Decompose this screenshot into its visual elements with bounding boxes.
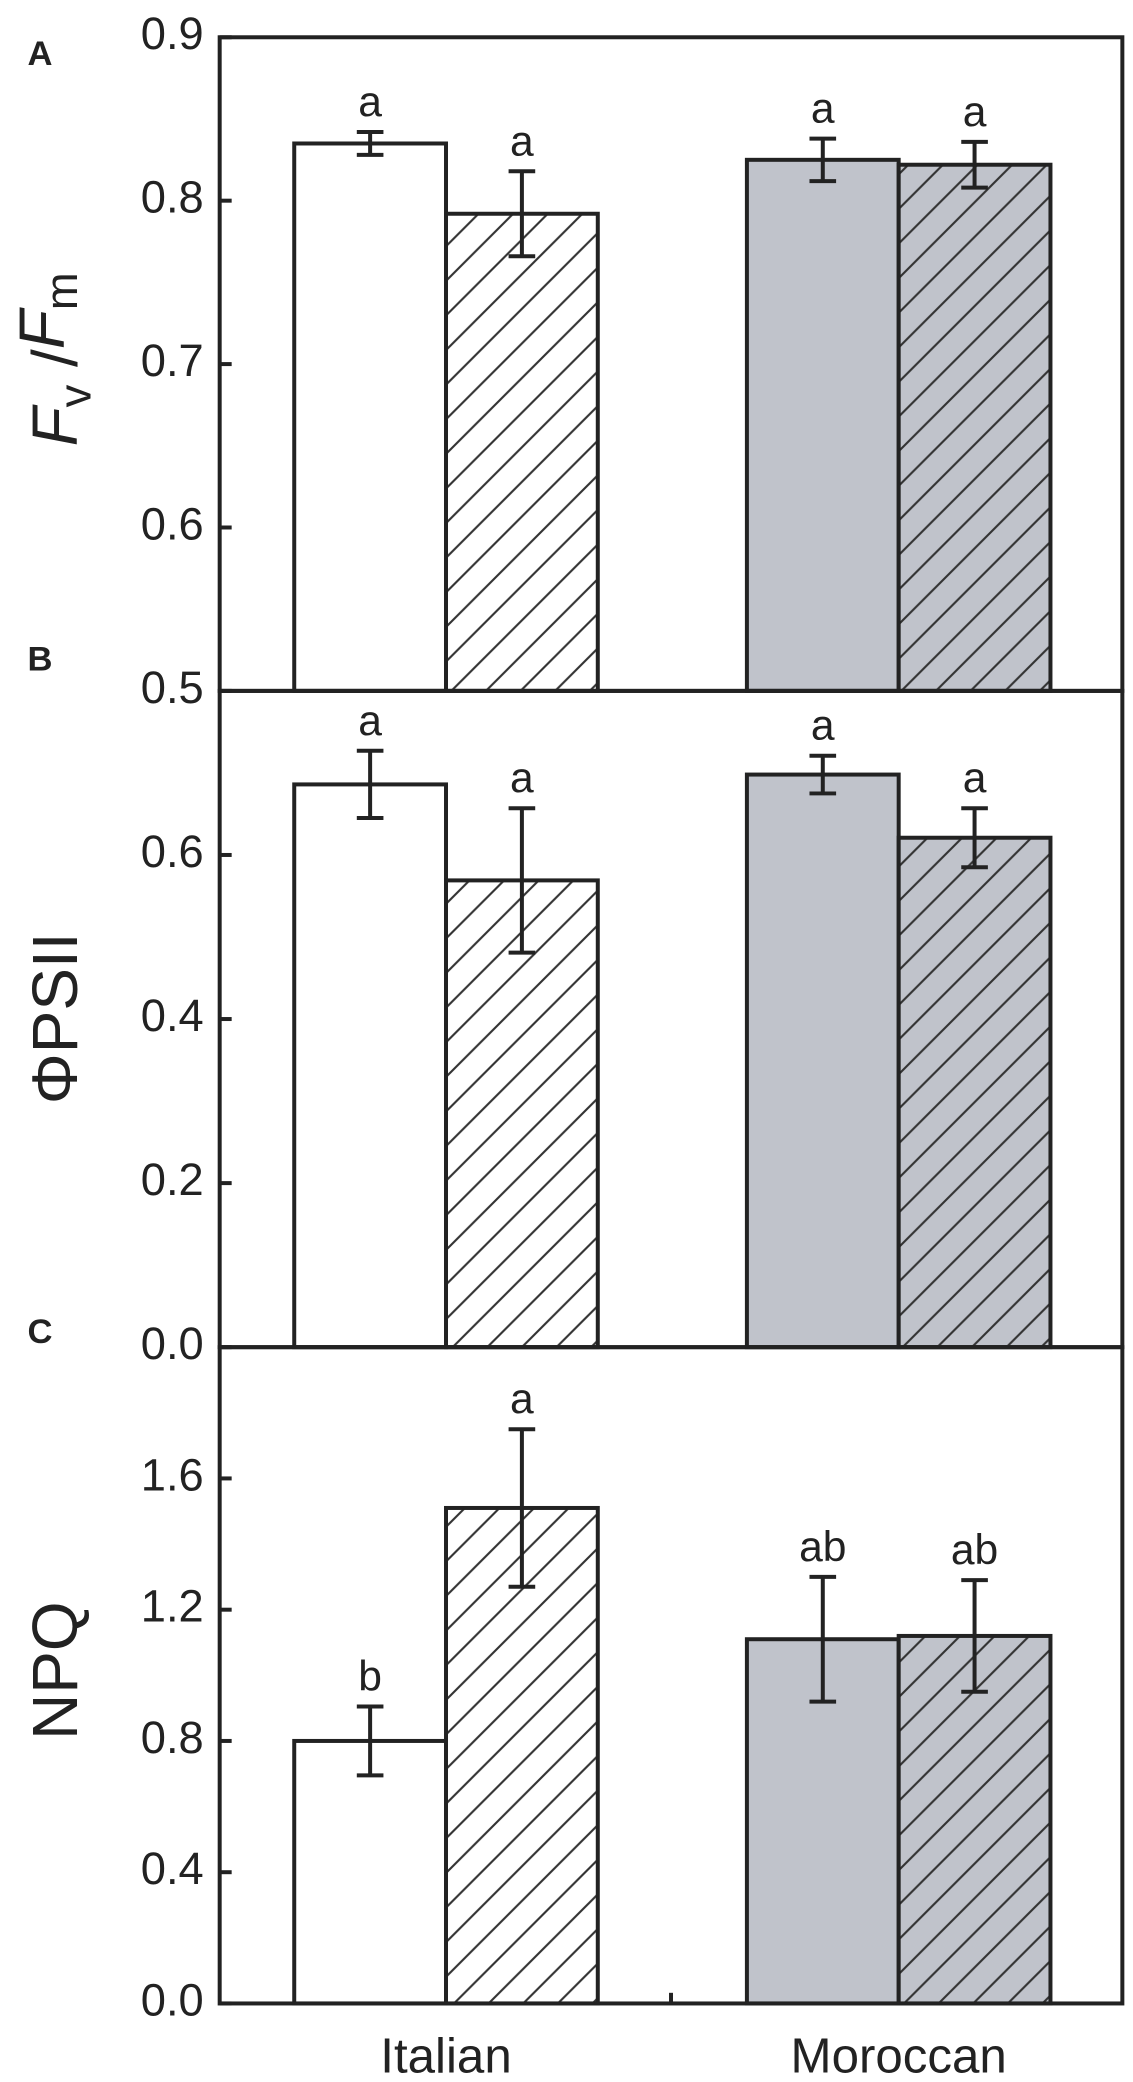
bar	[292, 1738, 449, 2006]
significance-letter: ab	[951, 1526, 998, 1574]
error-bar	[356, 130, 384, 157]
y-axis-label-part: m	[36, 272, 87, 310]
y-tick-label: 0.0	[141, 1318, 204, 1369]
bar	[896, 1633, 1053, 2006]
significance-letter: a	[510, 1375, 534, 1423]
y-tick-label: 1.2	[141, 1581, 204, 1632]
significance-letter: a	[358, 697, 382, 745]
significance-letter: a	[963, 754, 987, 802]
error-bar	[356, 1704, 384, 1778]
y-tick-label: 1.6	[141, 1449, 204, 1500]
y-tick-label: 0.4	[141, 1843, 204, 1894]
error-bar	[809, 136, 837, 184]
y-axis-label: ΦPSII	[19, 933, 91, 1105]
y-axis-label-part: F	[6, 306, 78, 349]
bar	[444, 211, 600, 693]
error-bar	[961, 806, 988, 870]
y-axis-label-part: NPQ	[19, 1601, 91, 1739]
significance-letter: ab	[799, 1523, 846, 1571]
bar	[444, 878, 600, 1350]
y-tick-label: 0.0	[141, 1974, 204, 2025]
y-tick-label: 0.4	[141, 990, 204, 1041]
error-bar	[961, 1578, 988, 1694]
bar	[896, 162, 1053, 693]
y-tick-label: 0.2	[141, 1154, 204, 1205]
y-axis-label-part: ΦPSII	[19, 933, 91, 1105]
significance-letter: a	[963, 88, 987, 136]
y-tick-label: 0.6	[141, 826, 204, 877]
y-tick-label: 0.5	[141, 662, 204, 713]
x-tick-label: Italian	[380, 2029, 511, 2082]
bar	[292, 141, 449, 693]
significance-letter: a	[510, 754, 534, 802]
y-tick-label: 0.8	[141, 1712, 204, 1763]
bar	[292, 782, 449, 1350]
panel-letter: A	[27, 35, 52, 73]
bar	[744, 772, 901, 1350]
y-axis-label: Fv /Fm	[6, 272, 101, 446]
y-tick-label: 0.7	[141, 335, 204, 386]
error-bar	[508, 806, 536, 955]
significance-letter: a	[811, 702, 835, 750]
y-axis-label-part: F	[19, 403, 91, 446]
error-bar	[508, 1427, 536, 1589]
significance-letter: b	[358, 1653, 382, 1701]
bar	[444, 1505, 600, 2006]
significance-letter: a	[811, 85, 835, 133]
bar	[744, 157, 901, 693]
panel-letter: C	[27, 1313, 52, 1351]
y-axis-label: NPQ	[19, 1601, 91, 1739]
y-tick-label: 0.8	[141, 172, 204, 223]
y-tick-label: 0.6	[141, 498, 204, 549]
significance-letter: a	[358, 78, 382, 126]
y-axis-label-part: /	[19, 349, 91, 385]
x-tick-label: Moroccan	[791, 2029, 1007, 2082]
error-bar	[809, 753, 837, 796]
error-bar	[961, 139, 988, 190]
error-bar	[809, 1574, 837, 1704]
error-bar	[508, 169, 536, 259]
bar	[896, 835, 1053, 1350]
y-tick-label: 0.9	[141, 8, 204, 59]
panel-letter: B	[27, 641, 52, 679]
significance-letter: a	[510, 117, 534, 165]
y-axis-label-part: v	[50, 384, 101, 407]
error-bar	[356, 748, 384, 821]
